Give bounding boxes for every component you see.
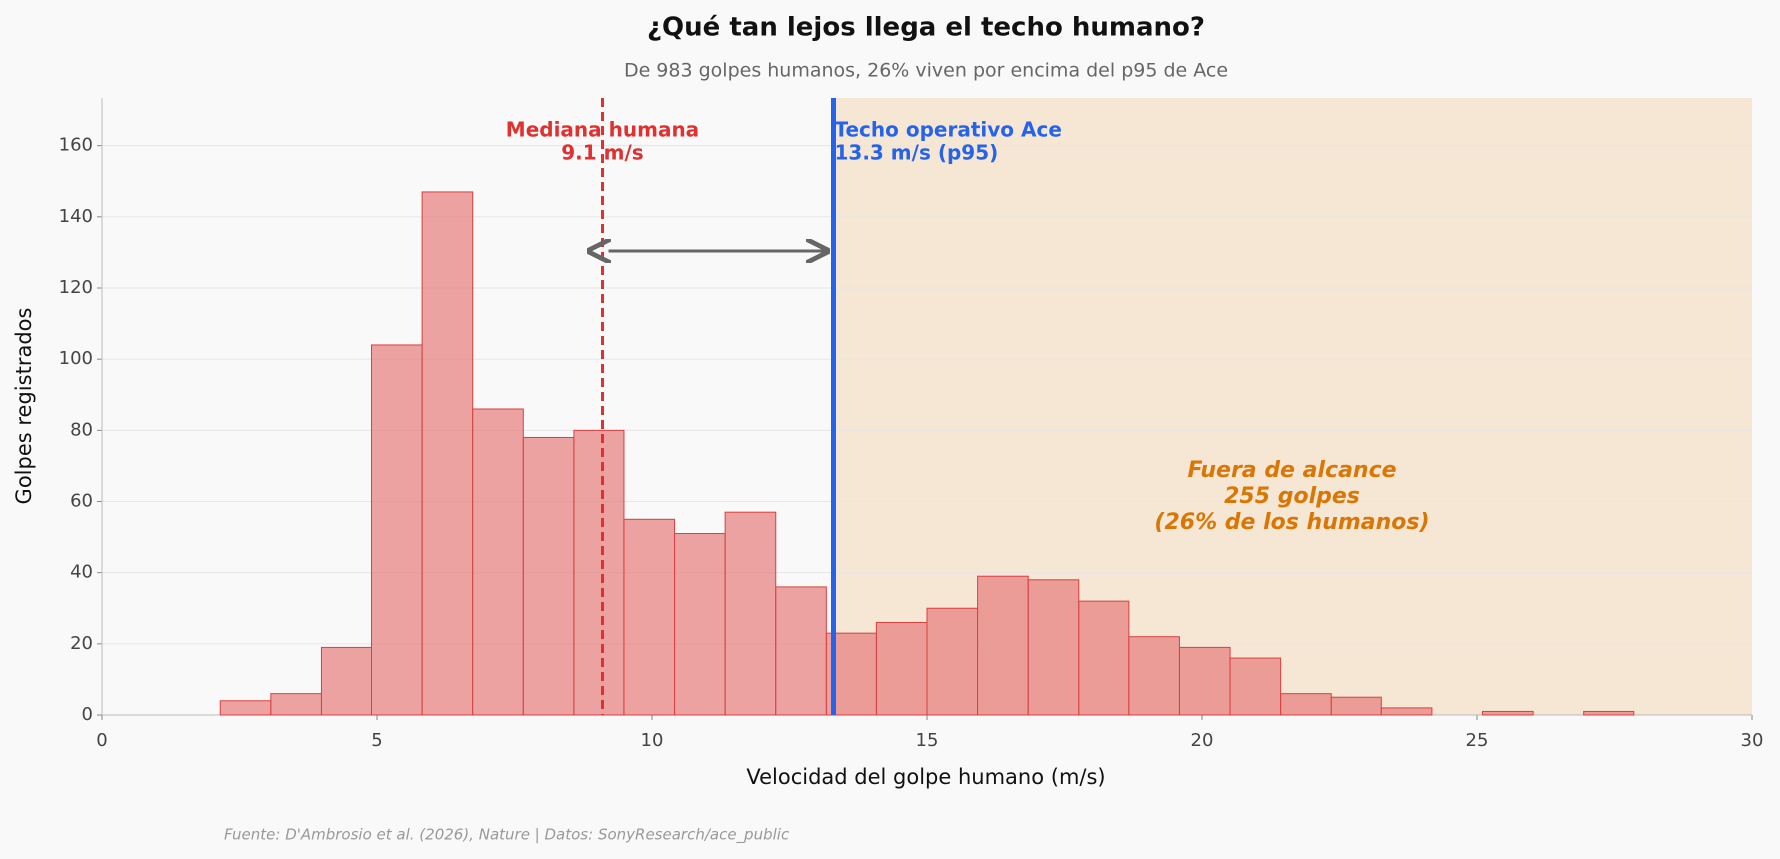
- x-tick-label: 10: [641, 730, 664, 751]
- x-tick-label: 25: [1466, 730, 1489, 751]
- chart-subtitle: De 983 golpes humanos, 26% viven por enc…: [624, 60, 1228, 82]
- histogram-bar: [573, 429, 625, 716]
- histogram-bar: [270, 693, 322, 716]
- histogram-bar: [1330, 696, 1382, 716]
- histogram-bar: [1128, 636, 1180, 716]
- histogram-bar: [775, 586, 827, 716]
- x-tick-label: 5: [371, 730, 382, 751]
- histogram-bar: [219, 700, 272, 716]
- histogram-bar: [421, 191, 474, 716]
- histogram-bar: [1280, 693, 1332, 716]
- x-tick-label: 15: [916, 730, 939, 751]
- histogram-bar: [977, 575, 1029, 716]
- source-note: Fuente: D'Ambrosio et al. (2026), Nature…: [224, 826, 790, 845]
- y-tick-label: 60: [70, 491, 93, 512]
- chart-title: ¿Qué tan lejos llega el techo humano?: [647, 13, 1205, 43]
- histogram-bar: [472, 408, 524, 716]
- histogram-bar: [724, 511, 777, 716]
- histogram-bar: [1380, 707, 1433, 716]
- x-tick-label: 20: [1191, 730, 1214, 751]
- histogram-bar: [1078, 600, 1130, 716]
- y-tick-label: 160: [59, 135, 93, 156]
- histogram-bar: [875, 621, 928, 716]
- histogram-bar: [371, 344, 423, 716]
- x-tick-label: 30: [1741, 730, 1764, 751]
- reference-label: Mediana humana: [506, 118, 699, 142]
- y-tick-label: 80: [70, 419, 93, 440]
- histogram-bar: [1027, 579, 1080, 716]
- x-tick-label: 0: [96, 730, 107, 751]
- histogram-bar: [320, 646, 373, 716]
- region-label: Fuera de alcance: [1187, 458, 1396, 483]
- x-axis-label: Velocidad del golpe humano (m/s): [746, 765, 1105, 789]
- y-tick-label: 100: [59, 348, 93, 369]
- histogram-bar: [926, 607, 979, 716]
- histogram-bar: [1178, 646, 1231, 716]
- histogram-bar: [1482, 710, 1534, 716]
- reference-label: Techo operativo Ace: [835, 118, 1062, 142]
- y-tick-label: 120: [59, 277, 93, 298]
- y-tick-label: 140: [59, 206, 93, 227]
- histogram-bar: [674, 533, 726, 716]
- reference-label: 13.3 m/s (p95): [835, 141, 999, 165]
- region-label: 255 golpes: [1224, 484, 1360, 509]
- y-tick-label: 20: [70, 633, 93, 654]
- y-axis-label: Golpes registrados: [12, 308, 36, 505]
- histogram-bar: [1229, 657, 1282, 716]
- y-tick-label: 40: [70, 562, 93, 583]
- histogram-bar: [623, 518, 676, 716]
- reference-label: 9.1 m/s: [561, 141, 643, 165]
- histogram-bar: [1583, 710, 1635, 716]
- region-label: (26% de los humanos): [1154, 510, 1429, 535]
- y-tick-label: 0: [82, 704, 93, 725]
- histogram-bar: [522, 436, 575, 716]
